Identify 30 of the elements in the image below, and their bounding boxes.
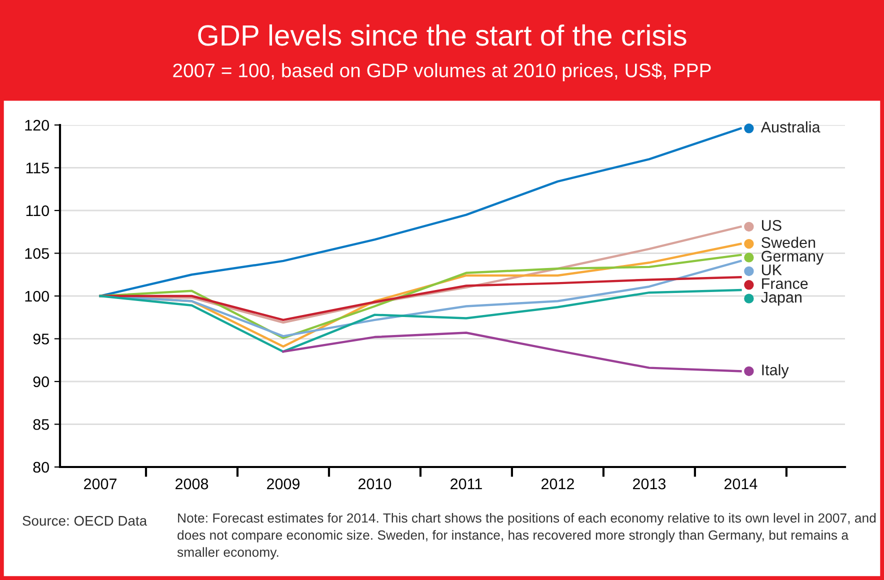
y-tick-label: 90 (33, 376, 49, 388)
chart-subtitle: 2007 = 100, based on GDP volumes at 2010 prices, US$, PPP (173, 62, 711, 82)
y-tick-label: 110 (26, 205, 49, 216)
y-tick-label: 120 (25, 120, 49, 131)
series-label: US (762, 220, 782, 231)
x-tick-label: 2012 (541, 478, 574, 490)
x-tick-label: 2009 (267, 478, 300, 490)
chart-title: GDP levels since the start of the crisis (198, 24, 686, 46)
y-tick-label: 80 (33, 462, 49, 473)
y-tick-label: 100 (25, 290, 49, 302)
source-note: Source: OECD Data (22, 516, 148, 526)
y-tick-label: 115 (26, 162, 49, 174)
legend-label: Germany (762, 250, 824, 265)
x-tick-label: 2010 (358, 478, 392, 490)
text: Note: Forecast estimates for 2014. This chart shows the positions of each economy relative to its own level in 2007, and does not compare economic size. Sweden, for instance, has recovered more strongly than Germany, but remains a smaller economy. (177, 513, 876, 560)
y-tick-label: 95 (33, 334, 49, 344)
series-label: Italy (762, 364, 789, 378)
x-tick-label: 2007 (84, 478, 116, 490)
series-label: Sweden (762, 236, 816, 248)
y-tick-label: 105 (25, 248, 49, 259)
x-tick-label: 2014 (724, 478, 758, 490)
legend-label: Japan (761, 292, 802, 306)
y-tick-label: 85 (33, 419, 49, 430)
x-tick-label: 2011 (450, 478, 482, 490)
line-series (99, 288, 742, 353)
x-tick-label: 2008 (176, 478, 208, 490)
series-label: Australia (760, 121, 820, 133)
x-tick-label: 2013 (632, 478, 666, 490)
legend-label: France (762, 278, 808, 289)
legend-label: UK (762, 264, 782, 276)
